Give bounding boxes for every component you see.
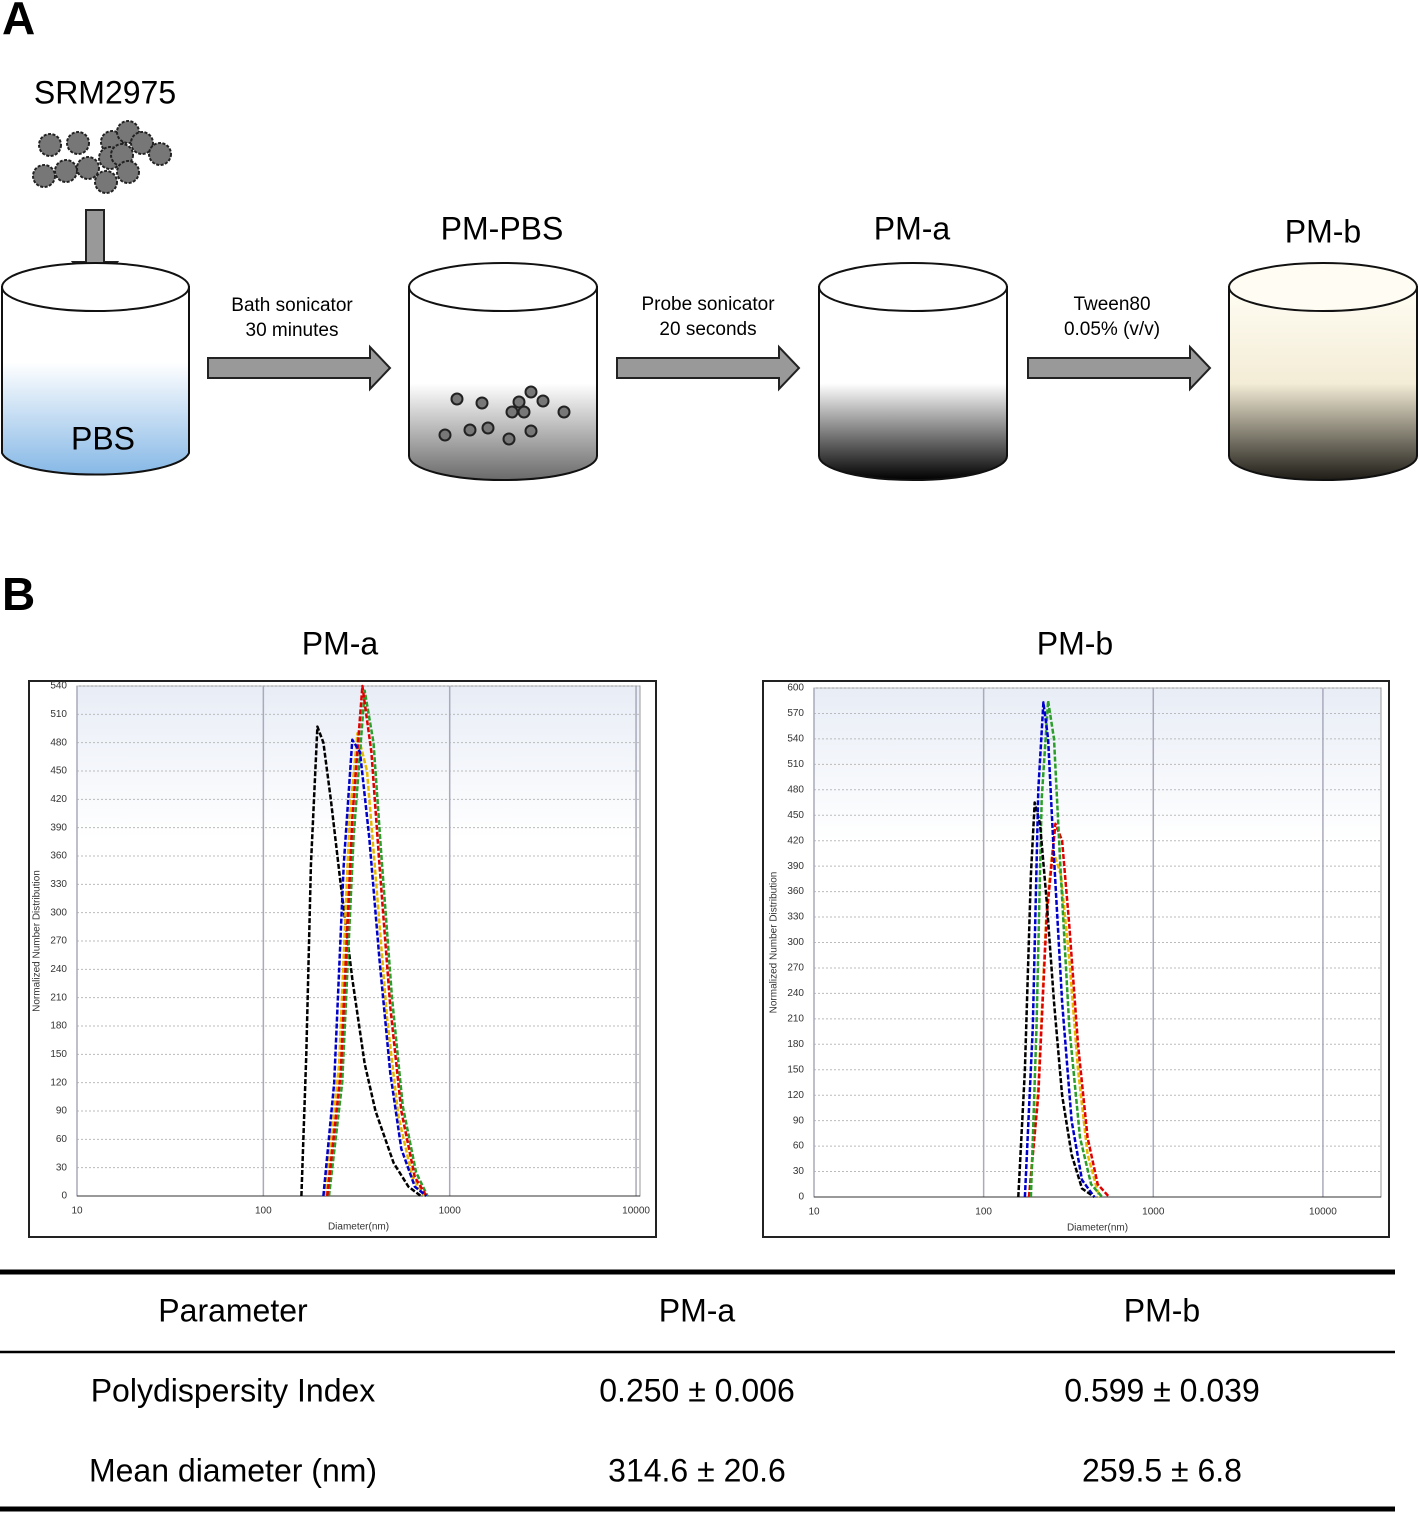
table-cell: 259.5 ± 6.8 [1082, 1452, 1242, 1488]
y-tick-label: 330 [50, 879, 67, 890]
y-tick-label: 510 [50, 709, 67, 720]
distribution-line [1027, 822, 1111, 1198]
y-axis-label: Normalized Number Distribution [769, 872, 780, 1014]
table-cell: Polydispersity Index [91, 1372, 376, 1408]
panel-label: B [2, 568, 35, 620]
table-header: Parameter [158, 1292, 308, 1328]
y-tick-label: 450 [50, 766, 67, 777]
y-tick-label: 300 [50, 907, 67, 918]
powder-label: SRM2975 [34, 74, 176, 110]
step-label: 20 seconds [659, 319, 756, 340]
x-tick-label: 100 [255, 1206, 272, 1217]
y-tick-label: 270 [787, 963, 804, 974]
y-tick-label: 360 [50, 851, 67, 862]
step-label: Probe sonicator [641, 294, 775, 315]
particles [32, 120, 172, 194]
y-tick-label: 90 [56, 1106, 68, 1117]
y-tick-label: 510 [787, 759, 804, 770]
y-tick-label: 210 [50, 992, 67, 1003]
table-cell: 0.599 ± 0.039 [1064, 1372, 1260, 1408]
y-tick-label: 600 [787, 683, 804, 694]
distribution-line [322, 738, 428, 1197]
x-tick-label: 10000 [622, 1206, 650, 1217]
x-tick-label: 10 [71, 1206, 83, 1217]
y-tick-label: 120 [50, 1077, 67, 1088]
container-label: PM-PBS [441, 210, 564, 246]
container-label: PBS [71, 420, 135, 456]
table-header: PM-b [1124, 1292, 1200, 1328]
container-label: PM-b [1285, 213, 1361, 249]
x-tick-label: 1000 [1142, 1207, 1165, 1218]
x-tick-label: 10 [808, 1207, 820, 1218]
distribution-line [1023, 701, 1096, 1198]
y-tick-label: 390 [787, 861, 804, 872]
distribution-line [325, 684, 428, 1197]
y-tick-label: 30 [56, 1162, 68, 1173]
y-tick-label: 120 [787, 1090, 804, 1101]
chart-title: PM-b [1037, 625, 1113, 661]
y-tick-label: 300 [787, 937, 804, 948]
y-tick-label: 90 [793, 1115, 805, 1126]
step-label: Bath sonicator [231, 295, 353, 316]
y-tick-label: 420 [787, 835, 804, 846]
table-cell: 314.6 ± 20.6 [608, 1452, 786, 1488]
y-tick-label: 60 [793, 1141, 805, 1152]
y-tick-label: 480 [787, 784, 804, 795]
step-label: 0.05% (v/v) [1064, 319, 1160, 340]
panel-label: A [2, 0, 35, 44]
y-tick-label: 480 [50, 737, 67, 748]
y-tick-label: 240 [50, 964, 67, 975]
y-tick-label: 0 [798, 1192, 804, 1203]
table-cell: Mean diameter (nm) [89, 1452, 377, 1488]
y-tick-label: 30 [793, 1166, 805, 1177]
y-tick-label: 150 [787, 1064, 804, 1075]
y-tick-label: 210 [787, 1013, 804, 1024]
x-axis-label: Diameter(nm) [1067, 1223, 1128, 1234]
x-tick-label: 1000 [439, 1206, 462, 1217]
y-tick-label: 150 [50, 1049, 67, 1060]
chart-title: PM-a [302, 625, 379, 661]
y-axis-label: Normalized Number Distribution [32, 870, 43, 1012]
container-label: PM-a [874, 210, 951, 246]
step-arrows [207, 344, 1212, 392]
distribution-line [324, 731, 426, 1197]
y-tick-label: 360 [787, 886, 804, 897]
distribution-line [327, 689, 429, 1197]
x-tick-label: 10000 [1309, 1207, 1337, 1218]
distribution-line [1017, 801, 1096, 1199]
x-axis-label: Diameter(nm) [328, 1222, 389, 1233]
y-tick-label: 180 [787, 1039, 804, 1050]
y-tick-label: 0 [61, 1191, 67, 1202]
y-tick-label: 240 [787, 988, 804, 999]
table-header: PM-a [659, 1292, 736, 1328]
containers [0, 262, 1418, 481]
plot-area [813, 687, 1382, 1198]
y-tick-label: 450 [787, 810, 804, 821]
y-tick-label: 540 [787, 734, 804, 745]
y-tick-label: 60 [56, 1134, 68, 1145]
step-label: Tween80 [1073, 294, 1150, 315]
y-tick-label: 330 [787, 912, 804, 923]
y-tick-label: 540 [50, 681, 67, 692]
step-label: 30 minutes [246, 320, 339, 341]
y-tick-label: 420 [50, 794, 67, 805]
y-tick-label: 270 [50, 936, 67, 947]
distribution-line [1029, 699, 1104, 1198]
y-tick-label: 180 [50, 1021, 67, 1032]
table-cell: 0.250 ± 0.006 [599, 1372, 795, 1408]
x-tick-label: 100 [975, 1207, 992, 1218]
y-tick-label: 390 [50, 822, 67, 833]
distribution-line [300, 725, 422, 1197]
y-tick-label: 570 [787, 708, 804, 719]
suspended-particles [438, 385, 571, 446]
